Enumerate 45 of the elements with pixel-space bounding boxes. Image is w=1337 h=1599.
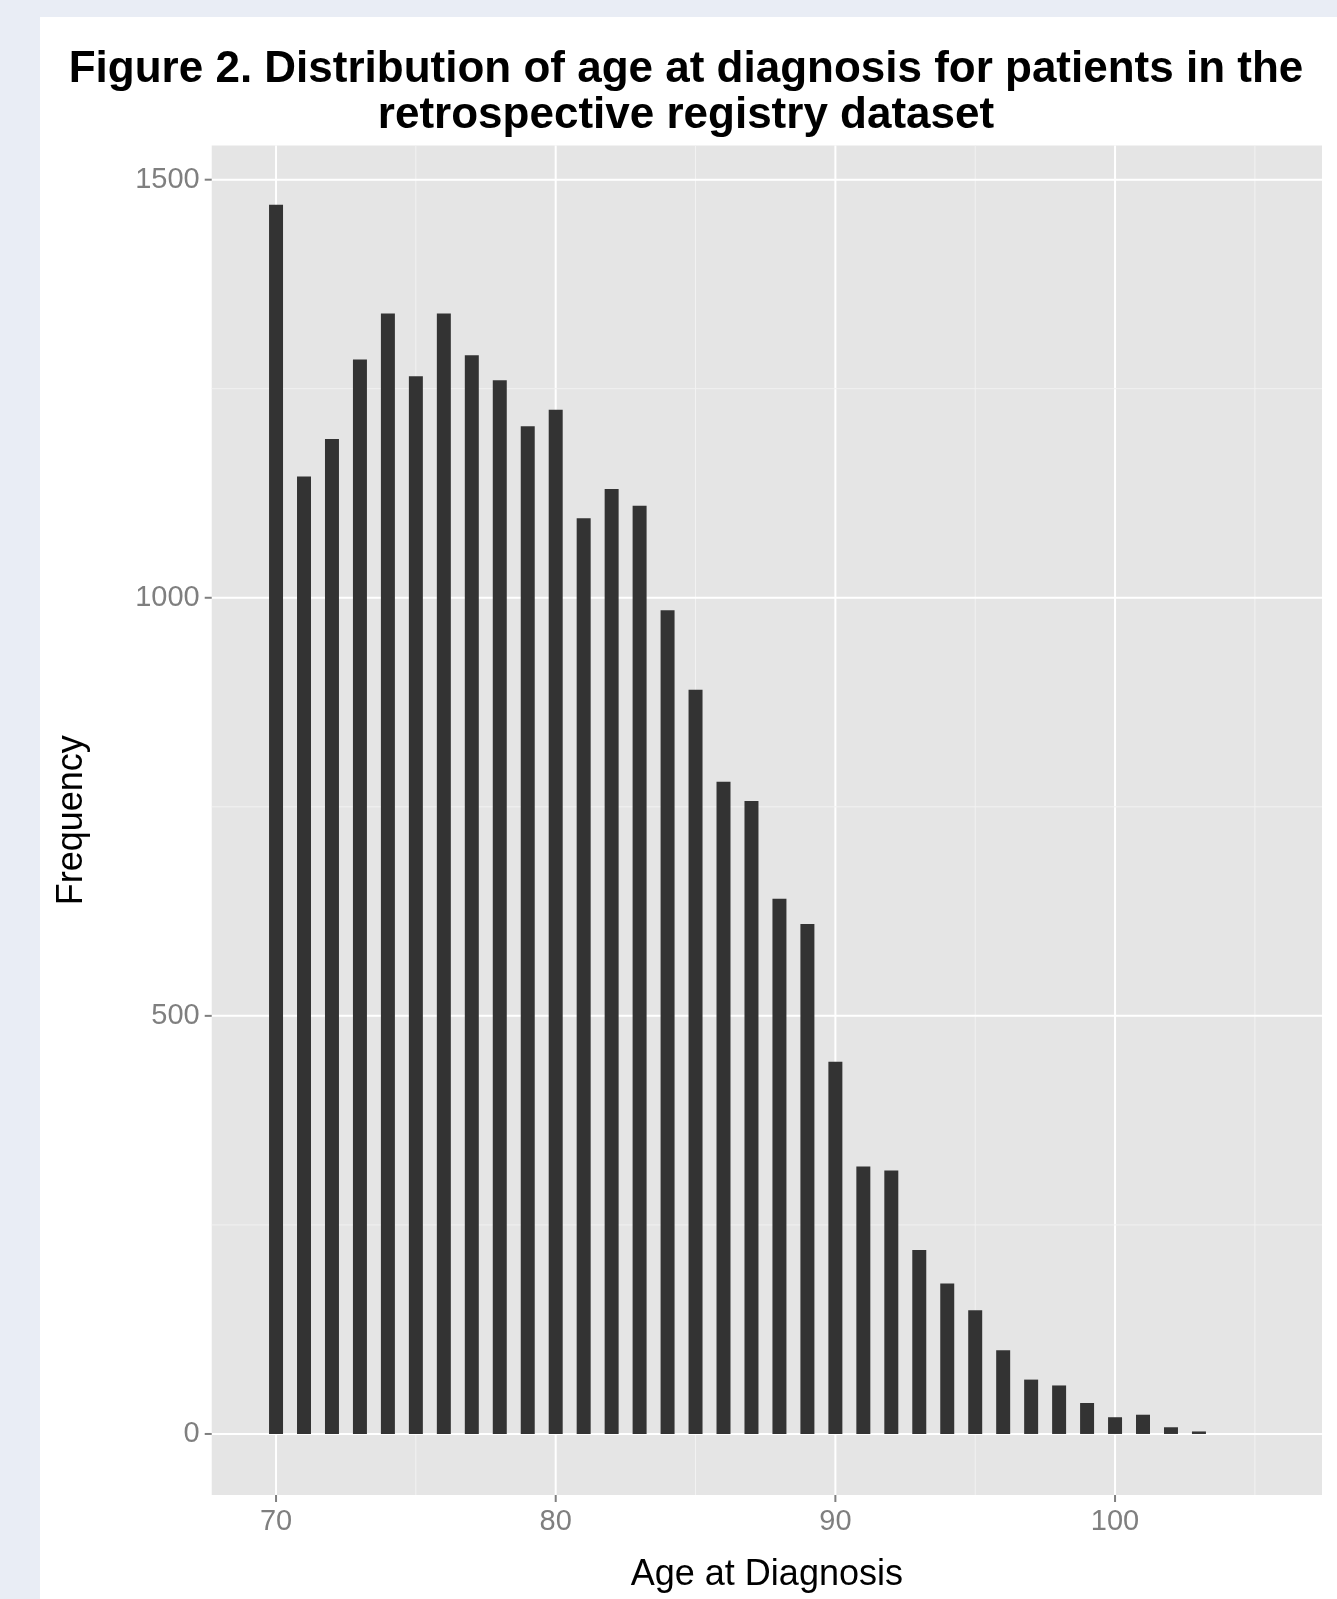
bar — [968, 1310, 983, 1434]
bar — [912, 1250, 927, 1434]
y-tick-label: 1500 — [135, 161, 200, 194]
y-tick-label: 0 — [183, 1415, 200, 1448]
bar — [352, 359, 367, 1434]
bar — [660, 610, 675, 1434]
bar — [380, 313, 395, 1434]
bar — [324, 438, 339, 1434]
x-axis-title: Age at Diagnosis — [630, 1552, 903, 1594]
y-tick-label: 1000 — [135, 579, 200, 612]
bar — [520, 426, 535, 1434]
bar — [940, 1283, 955, 1434]
bar — [884, 1170, 899, 1434]
x-tick-label: 100 — [1090, 1504, 1140, 1537]
y-tick-label: 500 — [151, 997, 200, 1030]
bar — [1191, 1431, 1206, 1434]
bar — [1024, 1379, 1039, 1434]
bar — [604, 489, 619, 1434]
x-tick-label: 80 — [539, 1504, 572, 1537]
bar — [1080, 1403, 1095, 1434]
x-tick-label: 70 — [259, 1504, 293, 1537]
bar — [716, 781, 731, 1434]
bar — [828, 1061, 843, 1434]
bar — [436, 313, 451, 1434]
x-tick-label: 90 — [819, 1504, 852, 1537]
bar — [1052, 1385, 1067, 1434]
bar — [492, 380, 507, 1434]
bar — [1163, 1427, 1178, 1434]
bar — [464, 355, 479, 1434]
bar — [548, 409, 563, 1434]
bar — [576, 518, 591, 1434]
bar — [269, 204, 284, 1434]
bar — [297, 476, 311, 1434]
bar — [632, 505, 647, 1434]
bar — [1136, 1414, 1150, 1434]
y-axis-title: Frequency — [48, 735, 90, 906]
bar — [1108, 1417, 1123, 1434]
chart-title: Figure 2. Distribution of age at diagnosis for patients in the retrospective registry dataset — [68, 42, 1304, 138]
bar — [744, 800, 759, 1434]
bar — [996, 1350, 1011, 1434]
bar — [408, 376, 423, 1434]
bar — [800, 923, 815, 1434]
bar — [688, 689, 703, 1434]
bar — [772, 898, 787, 1434]
bar — [856, 1166, 871, 1434]
